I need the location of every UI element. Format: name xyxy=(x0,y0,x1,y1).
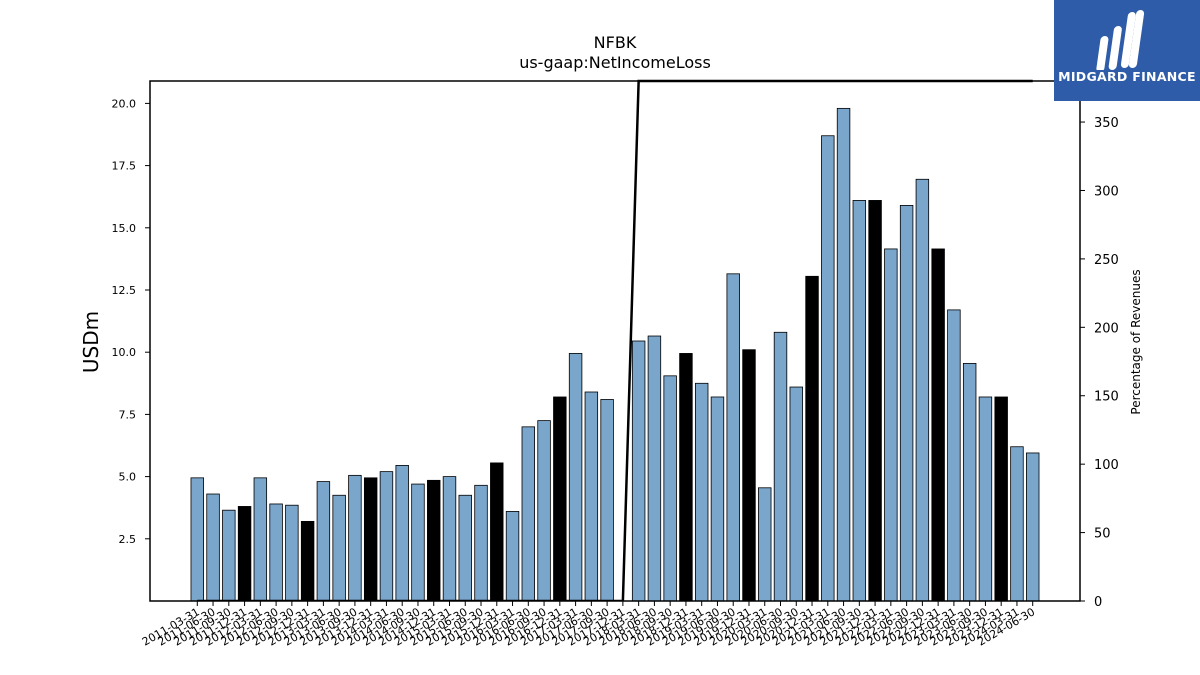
y-tick-label: 17.5 xyxy=(112,160,137,173)
bar-2012-06-30 xyxy=(269,503,283,602)
bar-2020-09-30 xyxy=(789,386,803,602)
bar-2014-12-31 xyxy=(427,479,441,602)
bar-2015-06-30 xyxy=(458,494,472,602)
y-axis-label: USDm xyxy=(79,311,103,373)
logo-text: MIDGARD FINANCE xyxy=(1058,69,1196,84)
bar-2014-09-30 xyxy=(411,483,425,602)
bar-2023-06-30 xyxy=(962,362,977,602)
bar-2011-12-31 xyxy=(237,506,252,602)
bar-2013-06-30 xyxy=(332,494,346,602)
bar-2015-12-31 xyxy=(490,462,504,602)
bar-2019-12-31 xyxy=(742,349,756,602)
y-tick-label: 20.0 xyxy=(112,97,137,110)
bar-2014-03-31 xyxy=(379,471,394,602)
y2-tick-label: 0 xyxy=(1094,595,1102,610)
bar-2021-06-30 xyxy=(836,107,851,602)
logo-mark-icon xyxy=(1096,10,1145,70)
bar-2017-03-31 xyxy=(568,353,583,602)
bar-2017-06-30 xyxy=(584,391,599,602)
bar-2018-06-30 xyxy=(647,335,662,602)
chart-title: NFBK xyxy=(594,33,637,52)
midgard-finance-logo: MIDGARD FINANCE xyxy=(1054,0,1200,101)
bar-2016-06-30 xyxy=(521,426,536,602)
bar-2012-03-31 xyxy=(253,477,268,602)
bar-2023-09-30 xyxy=(978,396,993,602)
y2-tick-label: 150 xyxy=(1094,390,1119,405)
bar-2019-06-30 xyxy=(710,396,725,602)
y2-tick-label: 250 xyxy=(1094,253,1119,268)
bar-2022-03-31 xyxy=(884,248,898,602)
bar-2020-06-30 xyxy=(773,331,788,602)
bar-2022-06-30 xyxy=(899,204,914,602)
bar-2018-12-31 xyxy=(679,353,693,602)
y2-tick-label: 100 xyxy=(1094,458,1119,473)
bar-2020-03-31 xyxy=(758,487,772,602)
bar-2020-12-31 xyxy=(805,275,819,602)
bar-2021-03-31 xyxy=(821,135,835,602)
y2-axis-label: Percentage of Revenues xyxy=(1129,269,1143,414)
y-tick-label: 12.5 xyxy=(112,284,137,297)
y2-tick-label: 200 xyxy=(1094,321,1119,336)
bar-2011-06-30 xyxy=(206,493,220,602)
plot-frame xyxy=(149,80,1081,602)
bar-2019-09-30 xyxy=(726,273,740,602)
axes-layer: 2.5 5.0 7.5 10.0 12.5 15.0 17.5 20.0 0 50 100 150 20… xyxy=(112,80,1119,649)
bar-2016-03-31 xyxy=(505,511,520,602)
bar-2012-09-30 xyxy=(285,504,299,602)
bar-2013-09-30 xyxy=(348,474,362,602)
y-tick-label: 10.0 xyxy=(112,346,137,359)
bar-2021-09-30 xyxy=(852,200,867,602)
bars-layer xyxy=(190,107,1040,602)
bar-2012-12-31 xyxy=(300,520,315,602)
bar-2024-03-31 xyxy=(1010,446,1024,602)
bar-2015-03-31 xyxy=(442,476,457,602)
bar-2021-12-31 xyxy=(868,200,882,602)
bar-2015-09-30 xyxy=(474,484,488,602)
bar-2013-03-31 xyxy=(316,481,331,602)
bar-2018-03-31 xyxy=(631,340,646,602)
bar-2017-09-30 xyxy=(600,399,614,602)
bar-2011-09-30 xyxy=(222,509,236,602)
chart-subtitle: us-gaap:NetIncomeLoss xyxy=(519,53,711,72)
y-tick-label: 7.5 xyxy=(119,408,137,421)
bar-2016-12-31 xyxy=(553,396,567,602)
y-tick-label: 2.5 xyxy=(119,533,137,546)
bar-2023-12-31 xyxy=(994,396,1008,602)
y2-tick-label: 300 xyxy=(1094,184,1119,199)
y2-tick-label: 350 xyxy=(1094,116,1119,131)
bar-2022-12-31 xyxy=(931,248,945,602)
bar-2011-03-31 xyxy=(190,477,204,602)
bar-2013-12-31 xyxy=(363,477,378,602)
bar-2022-09-30 xyxy=(915,178,930,602)
bar-2024-06-30 xyxy=(1026,452,1040,602)
bar-2016-09-30 xyxy=(537,420,551,602)
y2-tick-label: 50 xyxy=(1094,527,1111,542)
bar-2023-03-31 xyxy=(947,309,961,602)
y-tick-label: 5.0 xyxy=(119,471,137,484)
bar-2018-09-30 xyxy=(663,375,677,602)
bar-2014-06-30 xyxy=(395,464,409,602)
y-tick-label: 15.0 xyxy=(112,222,137,235)
bar-2019-03-31 xyxy=(694,382,709,602)
